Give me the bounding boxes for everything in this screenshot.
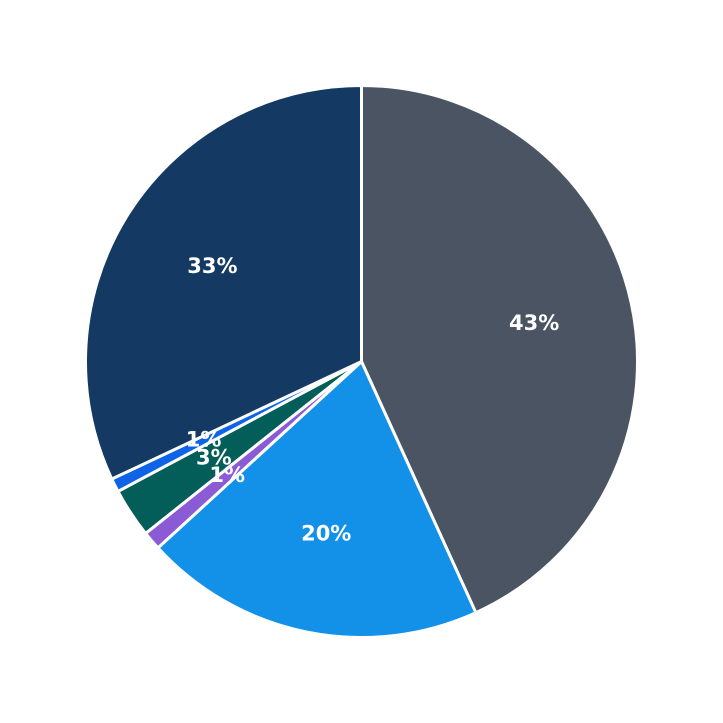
slice-label-0: 43% (509, 311, 559, 335)
slice-label-5: 33% (187, 254, 237, 278)
pie-slice-0 (360, 84, 639, 615)
slice-label-4: 1% (186, 428, 222, 452)
pie-slice-5 (84, 84, 363, 481)
pie-slice-1 (156, 360, 478, 639)
slices-layer (84, 84, 639, 639)
slice-label-2: 1% (209, 463, 245, 487)
labels-layer: 43% 20% 1%3%1% 33% (186, 254, 559, 546)
slice-label-1: 20% (301, 522, 351, 546)
slice-label-3: 3% (196, 445, 232, 469)
